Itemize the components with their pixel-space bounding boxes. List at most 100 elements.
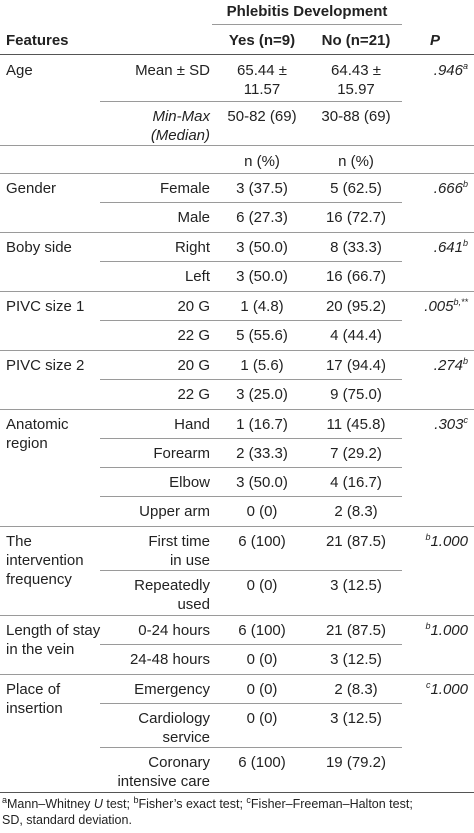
no-header: No (n=21)	[316, 31, 396, 50]
row-label-line: 20 G	[177, 357, 210, 374]
cell-no: 4 (44.4)	[316, 326, 396, 345]
footnote-text: test;	[102, 797, 134, 811]
p-header-line: P	[429, 32, 440, 49]
row-label-line: 20 G	[177, 298, 210, 315]
row-label: 22 G	[100, 326, 210, 345]
row-rule	[100, 496, 402, 497]
row-label: Left	[100, 267, 210, 286]
footnote-text: U	[93, 797, 103, 811]
footnote-superscript: c	[246, 794, 251, 805]
p-value-pivc-size-2-superscript: b	[462, 356, 468, 366]
mean-sd-label-line: Mean ± SD	[135, 62, 210, 79]
cell-yes-line: 6 (100)	[238, 533, 286, 550]
group-label-anatomic-region-line: Anatomic	[6, 416, 69, 433]
no-header-line: No (n=21)	[321, 32, 391, 49]
row-label-line: First time	[148, 533, 210, 550]
row-label: Repeatedly used	[100, 576, 210, 614]
cell-no-line: 2 (8.3)	[334, 681, 378, 698]
minmax-yes: 50-82 (69)	[222, 107, 302, 126]
row-label-line: Male	[177, 209, 210, 226]
row-label: Upper arm	[100, 502, 210, 521]
group-rule	[0, 350, 474, 351]
group-rule	[0, 615, 474, 616]
group-rule	[0, 674, 474, 675]
cell-no: 21 (87.5)	[316, 532, 396, 551]
p-value-place-of-insertion-superscript: c	[425, 680, 431, 690]
age-sub-rule	[100, 101, 402, 102]
cell-no: 20 (95.2)	[316, 297, 396, 316]
row-label: Male	[100, 208, 210, 227]
row-label-line: Upper arm	[139, 503, 210, 520]
mean-no-line: 64.43 ±	[331, 62, 381, 79]
cell-no: 16 (72.7)	[316, 208, 396, 227]
row-label: Female	[100, 179, 210, 198]
cell-yes-line: 6 (100)	[238, 622, 286, 639]
footnote-line-1: aMann–Whitney U test; bFisher’s exact te…	[2, 794, 413, 812]
cell-yes-line: 0 (0)	[246, 710, 278, 727]
row-label-line: 22 G	[177, 386, 210, 403]
n-pct-rule	[0, 173, 474, 174]
cell-yes-line: 0 (0)	[246, 503, 278, 520]
p-value-anatomic-region-value: .303	[434, 416, 464, 433]
row-label: 20 G	[100, 297, 210, 316]
cell-yes: 0 (0)	[222, 576, 302, 595]
cell-no-line: 17 (94.4)	[325, 357, 387, 374]
cell-no-line: 4 (16.7)	[330, 474, 382, 491]
cell-no: 3 (12.5)	[316, 650, 396, 669]
cell-yes-line: 3 (25.0)	[236, 386, 288, 403]
yes-header-line: Yes (n=9)	[228, 32, 296, 49]
p-value-pivc-size-2-value: .274	[433, 357, 463, 374]
cell-no: 2 (8.3)	[316, 502, 396, 521]
row-label-line: service	[162, 729, 210, 746]
cell-no: 4 (16.7)	[316, 473, 396, 492]
cell-no-line: 7 (29.2)	[330, 445, 382, 462]
row-label: 20 G	[100, 356, 210, 375]
group-label-the-intervention-frequency-line: frequency	[6, 571, 72, 588]
n-pct-yes: n (%)	[222, 152, 302, 171]
cell-yes: 0 (0)	[222, 709, 302, 728]
cell-no: 9 (75.0)	[316, 385, 396, 404]
row-rule	[100, 379, 402, 380]
p-value-gender-superscript: b	[462, 179, 468, 189]
p-value-place-of-insertion: c1.000	[402, 680, 468, 699]
row-rule	[100, 644, 402, 645]
cell-yes: 3 (50.0)	[222, 473, 302, 492]
cell-no-line: 20 (95.2)	[325, 298, 387, 315]
group-label-place-of-insertion: Place of insertion	[6, 680, 146, 718]
age-p-value: .946a	[402, 61, 468, 80]
minmax-label-line: Min-Max	[152, 108, 210, 125]
row-label: 22 G	[100, 385, 210, 404]
p-header: P	[402, 31, 468, 50]
cell-yes-line: 1 (4.8)	[240, 298, 284, 315]
cell-no: 19 (79.2)	[316, 753, 396, 772]
group-label-pivc-size-2: PIVC size 2	[6, 356, 146, 375]
mean-yes: 65.44 ± 11.57	[222, 61, 302, 99]
mean-no-line: 15.97	[337, 81, 375, 98]
p-value-the-intervention-frequency-value: 1.000	[430, 533, 468, 550]
group-label-pivc-size-2-line: PIVC size 2	[6, 357, 85, 374]
row-label-line: intensive care	[117, 773, 210, 790]
cell-no: 7 (29.2)	[316, 444, 396, 463]
p-value-boby-side-value: .641	[433, 239, 463, 256]
cell-yes-line: 6 (27.3)	[236, 209, 288, 226]
cell-yes-line: 1 (5.6)	[240, 357, 284, 374]
mean-no: 64.43 ± 15.97	[316, 61, 396, 99]
group-label-pivc-size-1-line: PIVC size 1	[6, 298, 85, 315]
cell-no-line: 3 (12.5)	[330, 710, 382, 727]
n-pct-yes-line: n (%)	[244, 153, 280, 170]
cell-no-line: 5 (62.5)	[330, 180, 382, 197]
p-value-pivc-size-1-value: .005	[424, 298, 454, 315]
cell-yes-line: 0 (0)	[246, 577, 278, 594]
row-label: Cardiology service	[100, 709, 210, 747]
cell-no-line: 4 (44.4)	[330, 327, 382, 344]
group-label-place-of-insertion-line: insertion	[6, 700, 63, 717]
n-pct-no: n (%)	[316, 152, 396, 171]
row-label-line: Forearm	[153, 445, 210, 462]
row-label-line: used	[177, 596, 210, 613]
cell-yes: 1 (4.8)	[222, 297, 302, 316]
cell-no: 2 (8.3)	[316, 680, 396, 699]
minmax-label-line: (Median)	[150, 127, 210, 144]
p-value-length-of-stay-in-the-vein: b1.000	[402, 621, 468, 640]
cell-yes: 1 (16.7)	[222, 415, 302, 434]
cell-yes: 5 (55.6)	[222, 326, 302, 345]
